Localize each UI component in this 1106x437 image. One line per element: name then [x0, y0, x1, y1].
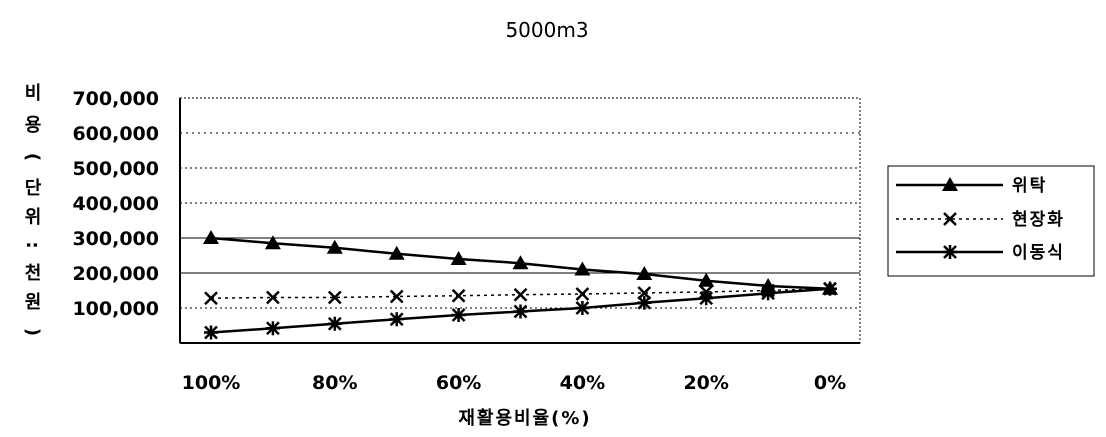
data-point — [264, 235, 281, 250]
data-point — [451, 288, 466, 303]
data-point — [265, 321, 280, 336]
x-tick-label: 40% — [560, 372, 605, 394]
data-point — [512, 255, 529, 270]
series-group — [203, 230, 838, 340]
marker-stroke — [513, 287, 528, 302]
legend-box — [887, 165, 1095, 277]
data-point — [450, 251, 467, 265]
data-point — [575, 287, 590, 301]
y-axis-label-char: 단 — [25, 178, 42, 199]
y-tick-label: 100,000 — [72, 298, 159, 320]
data-point — [326, 239, 343, 254]
legend-marker — [943, 212, 957, 226]
data-point — [327, 316, 342, 331]
data-point — [203, 230, 219, 244]
y-tick-label: 700,000 — [72, 88, 159, 110]
x-tick-label: 80% — [312, 372, 357, 394]
data-point — [204, 325, 218, 340]
data-point — [636, 266, 653, 281]
data-point — [513, 304, 528, 319]
legend-label: 이동식 — [1012, 243, 1065, 263]
data-point — [204, 291, 218, 306]
chart-title: 5000m3 — [505, 18, 588, 42]
x-tick-label: 20% — [683, 372, 728, 394]
y-tick-label: 200,000 — [72, 263, 159, 285]
y-axis-label-char: 위 — [25, 207, 42, 228]
legend-marker — [942, 177, 958, 191]
gridlines — [180, 132, 860, 309]
marker-stroke — [451, 288, 466, 303]
data-point — [266, 290, 280, 305]
data-point — [637, 295, 652, 310]
data-point — [823, 281, 837, 296]
data-point — [761, 286, 776, 301]
data-point — [389, 312, 404, 327]
marker-stroke — [266, 290, 280, 305]
data-point — [389, 289, 404, 304]
marker-stroke — [575, 287, 590, 301]
y-axis-label-char: 원 — [25, 292, 42, 313]
y-axis-label-char: 천 — [25, 263, 42, 284]
y-axis-label-char: 용 — [25, 115, 42, 136]
marker-stroke — [327, 290, 342, 305]
data-point — [513, 287, 528, 302]
marker-stroke — [637, 286, 652, 300]
y-tick-labels: 700,000 600,000 500,000 400,000 300,000 200,0… — [72, 88, 159, 320]
data-point — [575, 301, 590, 315]
data-point — [698, 272, 715, 287]
y-axis-label-char: 비 — [25, 83, 42, 104]
data-point — [699, 291, 714, 306]
legend-label: 위탁 — [1012, 176, 1047, 196]
data-point — [574, 261, 591, 276]
data-point — [637, 286, 652, 300]
marker-stroke — [204, 291, 218, 306]
legend-marker — [943, 245, 957, 259]
x-axis-label: 재활용비율(%) — [458, 408, 591, 429]
data-point — [451, 308, 466, 322]
y-axis-label: 비용 ( 단위: 천원) — [22, 83, 43, 336]
y-axis-label-char: ) — [22, 328, 43, 336]
y-tick-label: 400,000 — [72, 193, 159, 215]
x-tick-label: 100% — [182, 372, 241, 394]
legend-label: 현장화 — [1012, 210, 1065, 230]
y-tick-label: 500,000 — [72, 158, 159, 180]
marker-stroke — [389, 289, 404, 304]
y-tick-label: 300,000 — [72, 228, 159, 250]
y-tick-label: 600,000 — [72, 123, 159, 145]
y-axis-label-char: : — [22, 241, 43, 248]
y-axis-label-char: ( — [22, 153, 43, 161]
data-point — [327, 290, 342, 305]
marker-stroke — [943, 212, 957, 226]
x-tick-labels: 100% 80% 60% 40% 20% 0% — [182, 372, 846, 394]
x-tick-label: 0% — [814, 372, 846, 394]
x-tick-label: 60% — [436, 372, 481, 394]
data-point — [388, 245, 405, 260]
